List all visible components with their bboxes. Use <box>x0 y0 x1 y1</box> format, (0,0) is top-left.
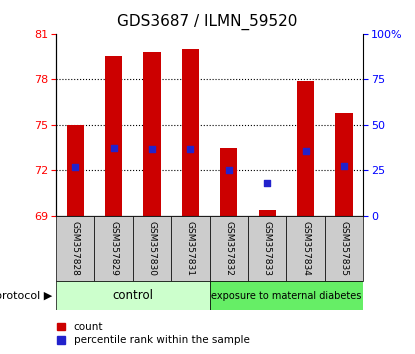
Point <box>72 165 78 170</box>
Text: protocol ▶: protocol ▶ <box>0 291 52 301</box>
Bar <box>171 216 210 281</box>
Text: GSM357831: GSM357831 <box>186 221 195 275</box>
Bar <box>286 216 325 281</box>
Bar <box>259 210 276 216</box>
Text: exposure to maternal diabetes: exposure to maternal diabetes <box>211 291 361 301</box>
Point <box>302 148 309 153</box>
Bar <box>210 281 363 310</box>
Point <box>110 145 117 150</box>
Bar <box>143 52 161 216</box>
Bar <box>66 125 84 216</box>
Bar <box>220 148 237 216</box>
Bar <box>95 216 133 281</box>
Bar <box>133 216 171 281</box>
Point <box>149 146 155 152</box>
Text: GSM357828: GSM357828 <box>71 221 80 275</box>
Text: GSM357829: GSM357829 <box>109 221 118 275</box>
Bar <box>248 216 286 281</box>
Point <box>341 163 347 169</box>
Bar <box>325 216 363 281</box>
Bar <box>56 216 95 281</box>
Point <box>225 167 232 173</box>
Bar <box>210 216 248 281</box>
Text: GDS3687 / ILMN_59520: GDS3687 / ILMN_59520 <box>117 14 298 30</box>
Point <box>264 180 271 185</box>
Bar <box>335 113 353 216</box>
Bar <box>297 81 314 216</box>
Bar <box>56 281 210 310</box>
Text: GSM357835: GSM357835 <box>339 221 349 275</box>
Point <box>187 146 194 152</box>
Text: control: control <box>112 289 153 302</box>
Text: GSM357832: GSM357832 <box>224 221 233 275</box>
Text: GSM357834: GSM357834 <box>301 221 310 275</box>
Text: GSM357830: GSM357830 <box>147 221 156 275</box>
Bar <box>105 56 122 216</box>
Text: GSM357833: GSM357833 <box>263 221 272 275</box>
Legend: count, percentile rank within the sample: count, percentile rank within the sample <box>57 322 250 345</box>
Bar <box>182 49 199 216</box>
